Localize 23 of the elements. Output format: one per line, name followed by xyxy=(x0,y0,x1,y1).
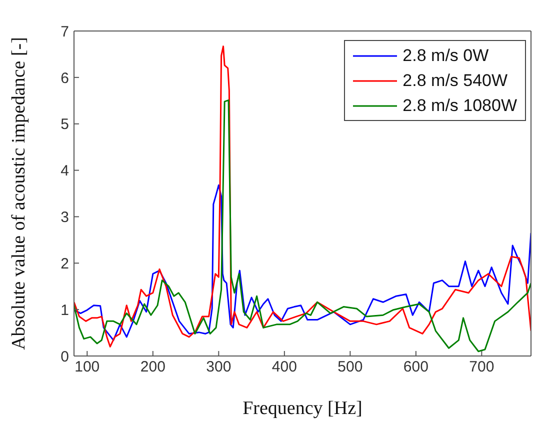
x-tick-label: 100 xyxy=(74,358,100,376)
y-tick-label: 3 xyxy=(60,209,69,226)
y-tick-label: 1 xyxy=(60,302,69,319)
y-tick-label: 5 xyxy=(60,116,69,134)
x-tick-label: 400 xyxy=(272,358,297,376)
y-tick-label: 0 xyxy=(60,348,69,366)
x-tick-label: 200 xyxy=(140,358,166,376)
y-tick-label: 7 xyxy=(60,23,69,40)
x-tick-label: 600 xyxy=(403,358,428,376)
legend-label: 2.8 m/s 0W xyxy=(402,45,489,67)
legend-label: 2.8 m/s 1080W xyxy=(402,95,517,117)
legend-label: 2.8 m/s 540W xyxy=(402,70,508,92)
line-series xyxy=(74,46,531,348)
x-tick-label: 700 xyxy=(469,358,494,376)
y-tick-label: 2 xyxy=(60,255,69,272)
line-series xyxy=(74,99,531,352)
x-axis-title: Frequency [Hz] xyxy=(242,398,362,419)
line-series xyxy=(74,184,531,341)
x-tick-label: 300 xyxy=(206,358,232,376)
y-tick-label: 6 xyxy=(60,70,69,87)
x-tick-label: 500 xyxy=(338,358,363,376)
y-tick-label: 4 xyxy=(60,162,69,180)
y-axis-title: Absolute value of acoustic impedance [-] xyxy=(8,37,30,350)
